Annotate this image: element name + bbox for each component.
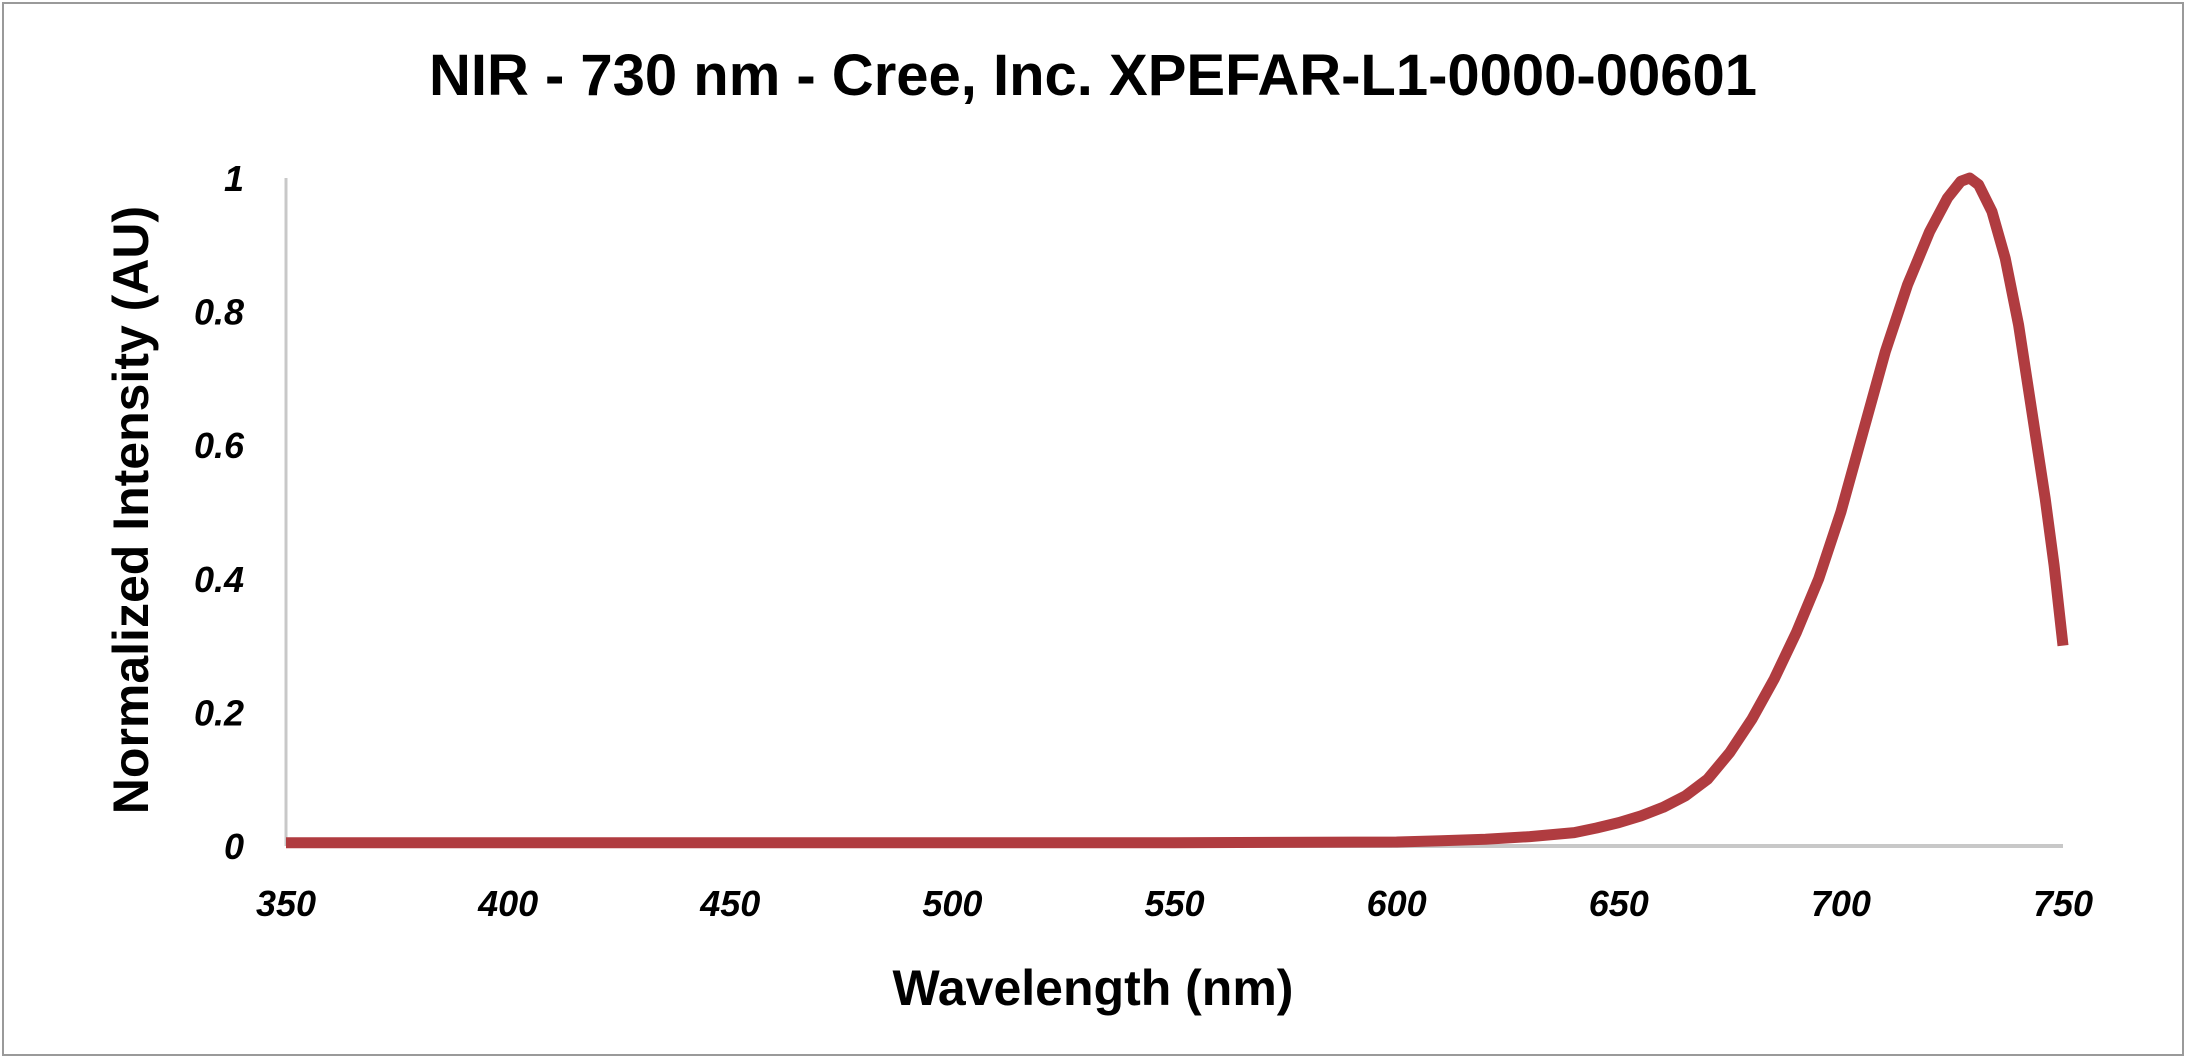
y-tick-label: 0.8 [194, 292, 244, 333]
x-tick-label: 450 [699, 883, 760, 924]
chart-title: NIR - 730 nm - Cree, Inc. XPEFAR-L1-0000… [429, 43, 1757, 108]
x-tick-label: 350 [256, 883, 316, 924]
x-tick-label: 400 [477, 883, 538, 924]
x-tick-label: 700 [1811, 883, 1871, 924]
y-tick-label: 0 [224, 826, 244, 867]
y-tick-label: 1 [224, 158, 244, 199]
x-tick-label: 750 [2033, 883, 2093, 924]
x-tick-label: 550 [1144, 883, 1204, 924]
x-tick-label: 500 [922, 883, 982, 924]
y-tick-label: 0.6 [194, 425, 245, 466]
series-line [286, 172, 2069, 849]
x-tick-label: 600 [1367, 883, 1427, 924]
x-tick-label: 650 [1589, 883, 1649, 924]
y-axis-label: Normalized Intensity (AU) [103, 206, 159, 814]
x-axis-label: Wavelength (nm) [893, 960, 1294, 1016]
y-tick-label: 0.4 [194, 559, 244, 600]
y-tick-label: 0.2 [194, 692, 244, 733]
